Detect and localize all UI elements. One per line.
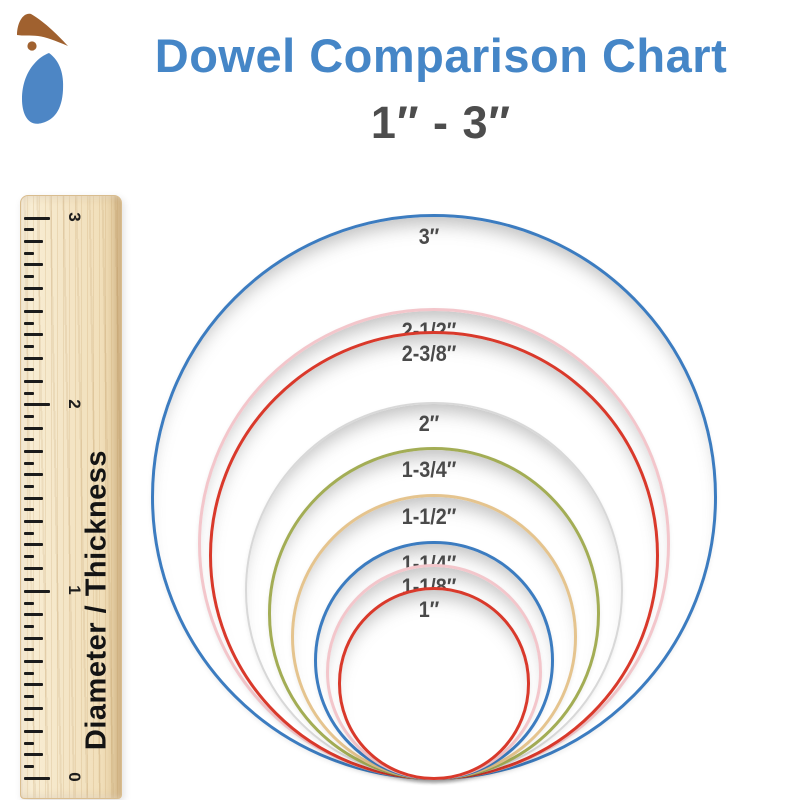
- ruler-minor-tick: [24, 566, 43, 570]
- page-title: Dowel Comparison Chart: [154, 29, 728, 82]
- ruler-minor-tick: [24, 531, 34, 535]
- ruler-minor-tick: [24, 298, 34, 302]
- ruler-minor-tick: [24, 624, 34, 628]
- dowel-size-label-1.75in: 1-3/4″: [401, 457, 457, 483]
- ruler-minor-tick: [24, 310, 43, 313]
- ruler-minor-tick: [24, 379, 43, 383]
- ruler-minor-tick: [24, 391, 34, 395]
- ruler-minor-tick: [24, 753, 43, 757]
- ruler-minor-tick: [24, 263, 43, 267]
- ruler-minor-tick: [24, 659, 43, 663]
- ruler-minor-tick: [24, 519, 43, 523]
- dowel-circle-1in: [337, 587, 531, 780]
- ruler-minor-tick: [24, 554, 34, 558]
- ruler-minor-tick: [24, 473, 43, 477]
- ruler-minor-tick: [24, 321, 34, 325]
- ruler-minor-tick: [24, 449, 43, 453]
- dowel-size-label-1in: 1″: [418, 597, 440, 623]
- size-range-subtitle: 1″ - 3″: [370, 97, 512, 148]
- ruler-minor-tick: [24, 484, 34, 488]
- ruler-minor-tick: [24, 741, 34, 745]
- ruler-minor-tick: [24, 461, 34, 465]
- ruler-number-2: 2: [65, 399, 84, 409]
- ruler-minor-tick: [24, 344, 34, 348]
- ruler-minor-tick: [24, 426, 43, 430]
- dowel-size-label-2.375in: 2-3/8″: [401, 340, 457, 366]
- ruler-inch-tick: [24, 589, 50, 593]
- ruler-minor-tick: [24, 228, 34, 232]
- ruler-axis-label: Diameter / Thickness: [80, 449, 113, 751]
- woodpecker-logo: [17, 13, 68, 124]
- ruler-minor-tick: [24, 508, 34, 512]
- ruler-minor-tick: [24, 729, 43, 733]
- ruler-minor-tick: [24, 414, 34, 418]
- ruler-minor-tick: [24, 613, 43, 617]
- ruler-minor-tick: [24, 368, 34, 372]
- ruler-minor-tick: [24, 706, 43, 710]
- ruler-minor-tick: [24, 601, 34, 605]
- ruler-inch-tick: [24, 216, 50, 220]
- ruler-minor-tick: [24, 671, 34, 675]
- ruler-minor-tick: [24, 333, 43, 337]
- ruler-minor-tick: [24, 543, 43, 547]
- ruler-inch-tick: [24, 403, 50, 407]
- ruler-minor-tick: [24, 694, 34, 698]
- logo-body-shape: [22, 53, 64, 124]
- dowel-size-label-3in: 3″: [418, 224, 440, 250]
- ruler-minor-tick: [24, 240, 43, 244]
- ruler-minor-tick: [24, 356, 43, 360]
- ruler-number-0: 0: [65, 772, 84, 782]
- logo-roof-shape: [17, 13, 68, 46]
- ruler-number-1: 1: [65, 585, 84, 596]
- ruler-minor-tick: [24, 275, 34, 278]
- ruler-number-3: 3: [65, 212, 84, 222]
- ruler-minor-tick: [24, 438, 34, 442]
- ruler-minor-tick: [24, 718, 34, 722]
- ruler-minor-tick: [24, 636, 43, 640]
- ruler-minor-tick: [24, 683, 43, 687]
- wooden-ruler: Diameter / Thickness 0 1 2 3: [20, 195, 122, 799]
- ruler-inch-tick: [24, 776, 50, 780]
- dowel-size-label-2in: 2″: [418, 410, 440, 436]
- header: Dowel Comparison Chart 1″ - 3″: [105, 28, 777, 149]
- ruler-minor-tick: [24, 648, 34, 652]
- ruler-minor-tick: [24, 496, 43, 500]
- dowel-size-label-1.5in: 1-1/2″: [401, 504, 457, 530]
- ruler-minor-tick: [24, 251, 34, 255]
- ruler-minor-tick: [24, 286, 43, 290]
- ruler-minor-tick: [24, 764, 34, 768]
- ruler-minor-tick: [24, 578, 34, 582]
- logo-eye-dot: [27, 41, 37, 51]
